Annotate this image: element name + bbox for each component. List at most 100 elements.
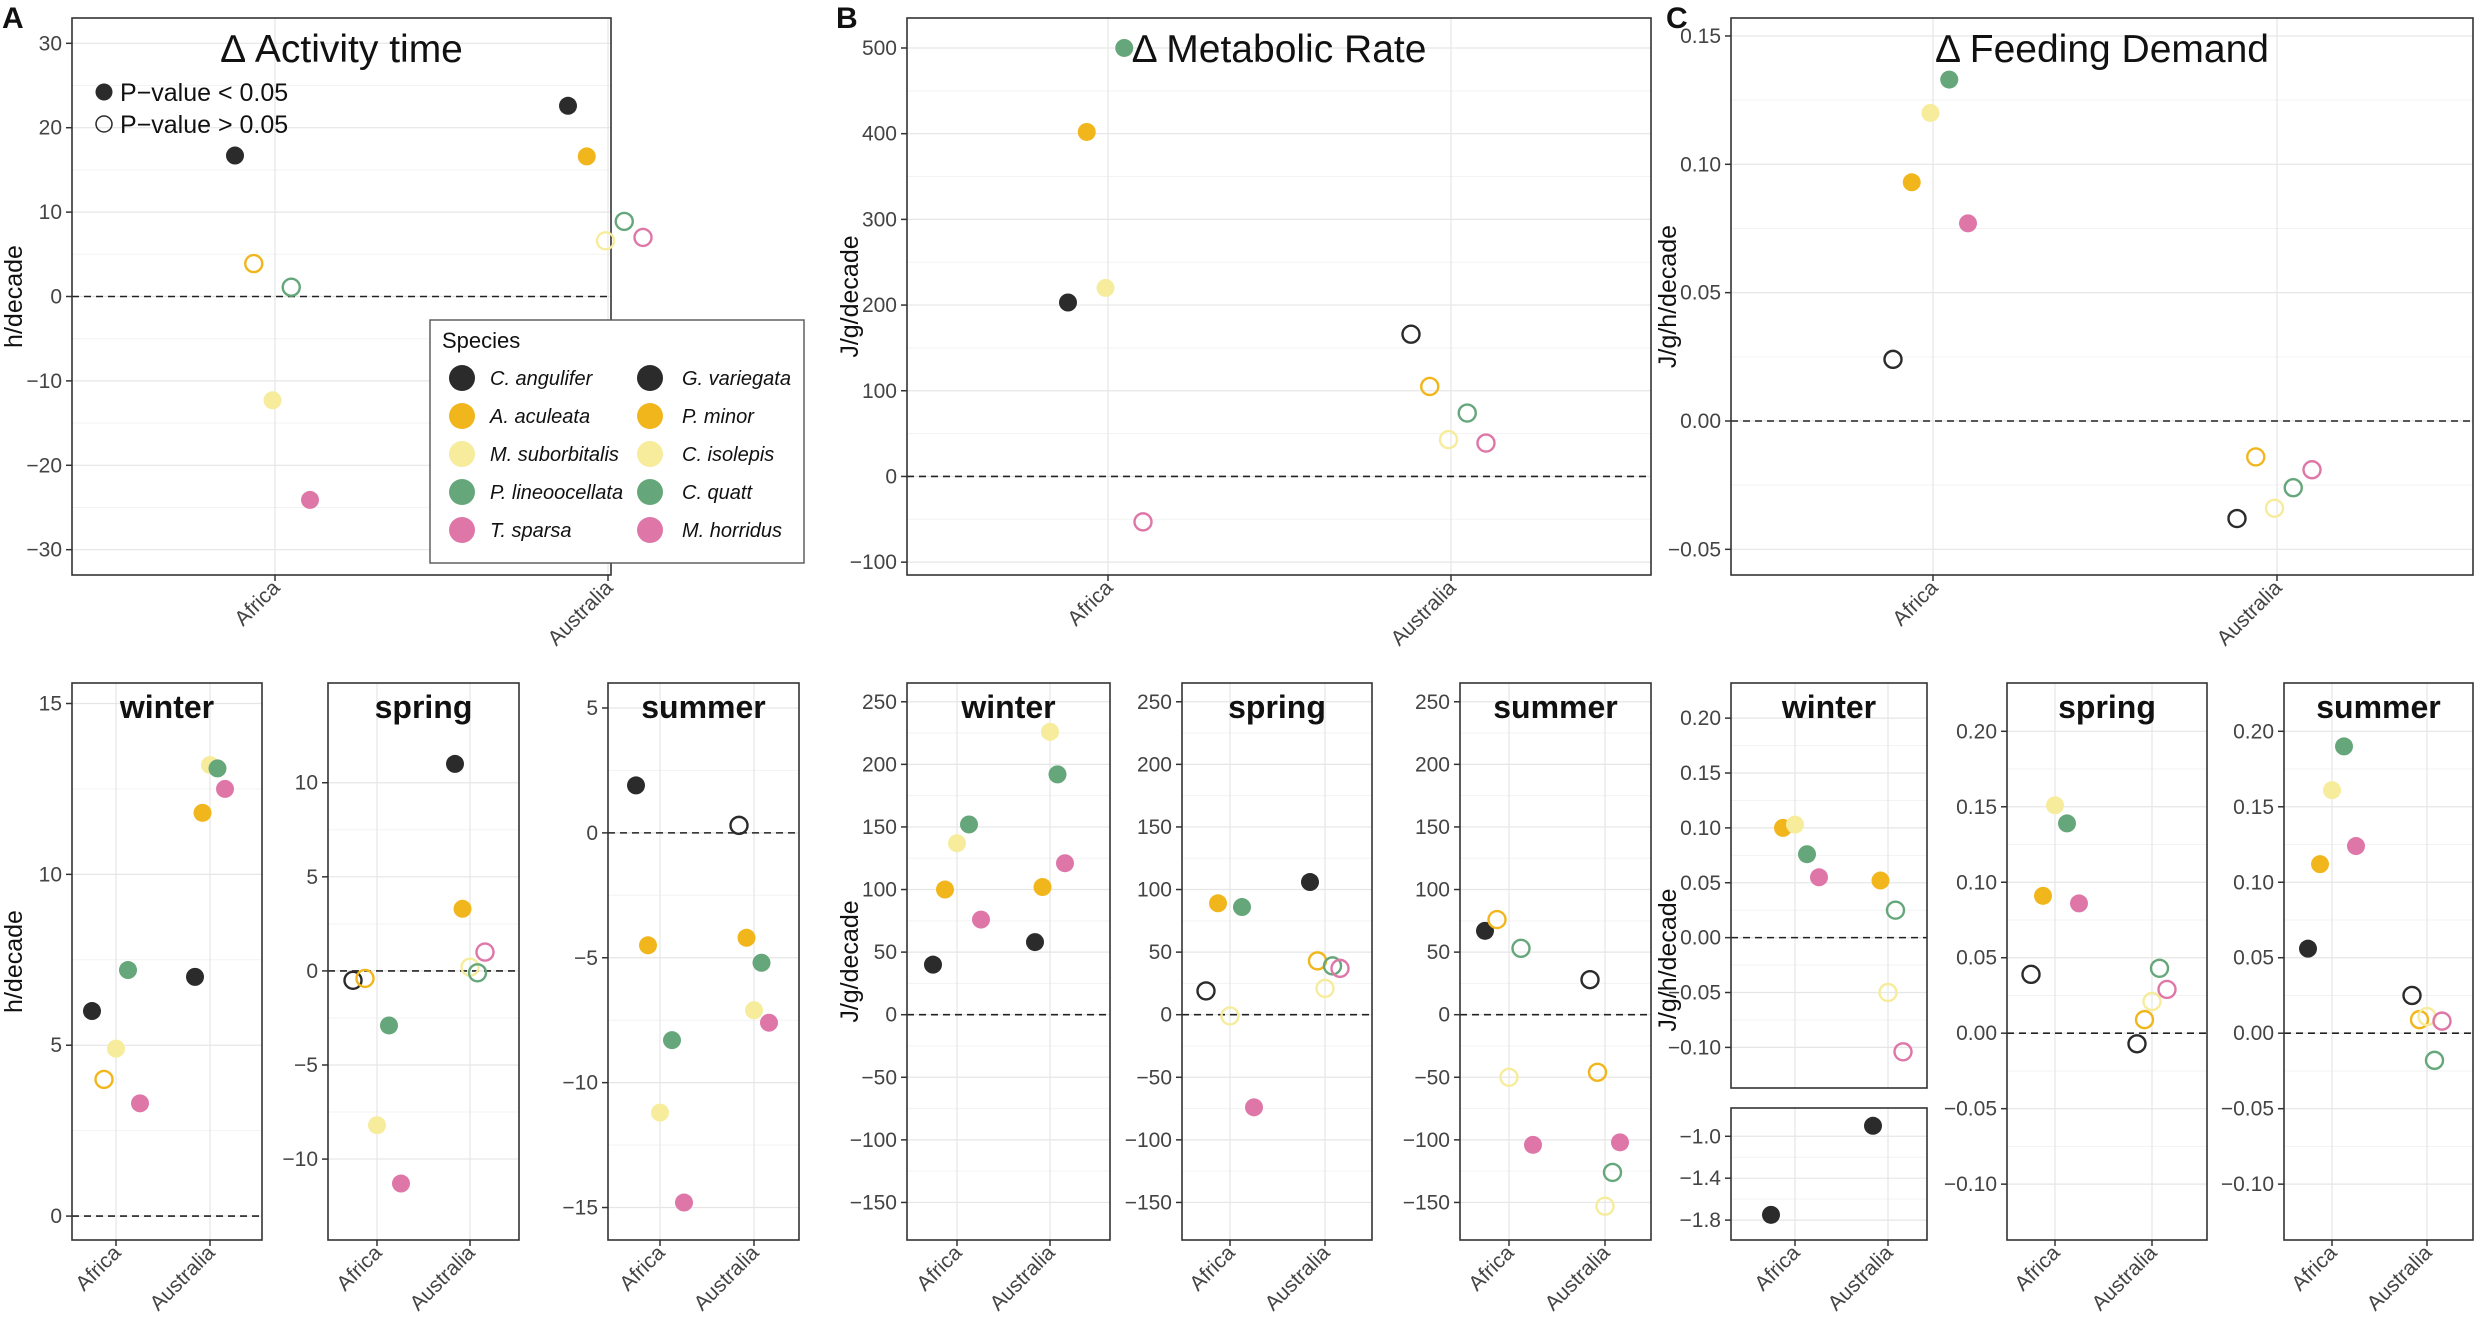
data-point-significant — [1940, 70, 1959, 89]
x-tick-label: Africa — [1185, 1241, 1239, 1295]
data-point-significant — [1115, 38, 1134, 57]
data-point-nonsignificant — [1487, 909, 1507, 930]
y-tick-label: −100 — [1403, 1129, 1450, 1152]
data-point-nonsignificant — [2402, 985, 2422, 1006]
panel-C_winter_top: −0.10 −0.05 0.00 0.05 0.10 0.15 0.20 winter J/g/… — [1654, 682, 1928, 1089]
x-tick-label: Australia — [985, 1241, 1059, 1315]
legend-species-label: M. horridus — [682, 520, 782, 542]
x-tick-label: Australia — [145, 1241, 219, 1315]
legend-species-label: P. lineoocellata — [490, 482, 623, 504]
data-point-significant — [2323, 781, 2341, 800]
y-tick-label: 50 — [874, 941, 897, 964]
panel-B_main: −100 0 100 200 300 400 500 Africa Australia Δ Met… — [836, 17, 1652, 650]
y-tick-label: 0 — [1160, 1004, 1172, 1027]
x-tick-label: Australia — [405, 1241, 479, 1315]
data-point-significant — [380, 1016, 398, 1035]
data-point-significant — [446, 754, 464, 773]
data-point-nonsignificant — [1595, 1196, 1615, 1216]
y-tick-label: 150 — [1415, 816, 1450, 839]
data-point-nonsignificant — [1885, 900, 1906, 920]
data-point-nonsignificant — [1511, 938, 1531, 959]
y-tick-label: 500 — [862, 37, 897, 60]
data-point-nonsignificant — [729, 815, 749, 836]
data-point-significant — [2347, 837, 2365, 856]
y-tick-label: 100 — [862, 380, 897, 403]
data-point-significant — [745, 1001, 763, 1020]
y-tick-label: 0.05 — [1956, 947, 1997, 970]
y-tick-label: −1.4 — [1680, 1167, 1722, 1190]
legend-sig-no: P−value > 0.05 — [120, 111, 288, 139]
data-point-significant — [1096, 278, 1115, 297]
data-point-nonsignificant — [2157, 979, 2177, 1000]
data-point-significant — [263, 391, 282, 410]
x-tick-label: Africa — [71, 1241, 125, 1295]
y-tick-label: −1.8 — [1680, 1209, 1721, 1232]
data-point-significant — [368, 1116, 386, 1135]
data-point-nonsignificant — [633, 227, 653, 248]
data-point-significant — [2058, 814, 2076, 833]
y-axis-label: J/g/h/decade — [1654, 225, 1682, 368]
y-tick-label: 0.05 — [1680, 282, 1721, 305]
data-point-significant — [2046, 796, 2064, 815]
data-point-nonsignificant — [2302, 460, 2322, 480]
x-tick-label: Australia — [2212, 576, 2286, 650]
y-tick-label: −150 — [850, 1191, 897, 1214]
data-point-nonsignificant — [2424, 1050, 2445, 1071]
data-point-nonsignificant — [1587, 1062, 1608, 1082]
y-tick-label: −150 — [1403, 1191, 1450, 1214]
panel-title: Δ Activity time — [220, 28, 463, 71]
panel-title: winter — [119, 689, 214, 725]
y-tick-label: 0.10 — [2233, 871, 2274, 894]
legend-species-label: C. angulifer — [490, 368, 594, 390]
data-point-significant — [1864, 1116, 1882, 1135]
x-tick-label: Africa — [1888, 576, 1942, 630]
panel-frame — [71, 17, 612, 576]
panel-C_main: −0.05 0.00 0.05 0.10 0.15 Africa Australia Δ Fe… — [1654, 17, 2474, 650]
data-point-significant — [1476, 921, 1494, 940]
y-tick-label: 10 — [39, 201, 62, 224]
y-tick-label: −20 — [26, 454, 62, 477]
y-tick-label: 0.05 — [1680, 872, 1721, 895]
y-tick-label: 100 — [1415, 879, 1450, 902]
legend-swatch — [449, 403, 475, 429]
data-point-significant — [226, 146, 244, 165]
data-point-nonsignificant — [2432, 1011, 2452, 1031]
panel-title: Δ Metabolic Rate — [1132, 28, 1427, 71]
panel-frame — [1181, 682, 1373, 1241]
species-legend-title: Species — [442, 328, 520, 353]
species-legend-box — [429, 319, 805, 564]
y-axis-label: J/g/decade — [836, 900, 864, 1022]
y-tick-label: −0.05 — [2221, 1098, 2274, 1121]
data-point-significant — [186, 967, 204, 986]
data-point-nonsignificant — [467, 963, 488, 983]
data-point-nonsignificant — [2142, 991, 2162, 1012]
x-tick-label: Australia — [2087, 1241, 2161, 1315]
legend-species-label: C. isolepis — [682, 444, 774, 466]
panel-title: summer — [2316, 689, 2441, 725]
x-tick-label: Australia — [1823, 1241, 1897, 1315]
legend-swatch — [449, 441, 475, 467]
data-point-nonsignificant — [1133, 512, 1153, 532]
y-tick-label: 20 — [39, 117, 62, 140]
data-point-nonsignificant — [1401, 324, 1421, 344]
x-tick-label: Australia — [1540, 1241, 1614, 1315]
y-tick-label: 0.15 — [2233, 796, 2274, 819]
legend-sig-yes: P−value < 0.05 — [120, 79, 288, 107]
y-tick-label: 200 — [862, 294, 897, 317]
y-tick-label: 0.10 — [1956, 871, 1997, 894]
data-point-significant — [1233, 898, 1251, 917]
y-tick-label: −5 — [294, 1054, 318, 1077]
y-tick-label: 0.20 — [1956, 720, 1997, 743]
y-tick-label: −0.10 — [2221, 1173, 2274, 1196]
data-point-significant — [737, 928, 756, 947]
y-tick-label: −30 — [26, 539, 62, 562]
y-tick-label: −100 — [850, 1129, 897, 1152]
y-tick-label: −150 — [1125, 1191, 1172, 1214]
x-tick-label: Africa — [332, 1241, 386, 1295]
data-point-nonsignificant — [1420, 376, 1440, 397]
legend-swatch — [637, 479, 663, 505]
y-tick-label: 0.15 — [1680, 762, 1721, 785]
y-tick-label: 5 — [306, 866, 318, 889]
data-point-nonsignificant — [614, 211, 634, 232]
